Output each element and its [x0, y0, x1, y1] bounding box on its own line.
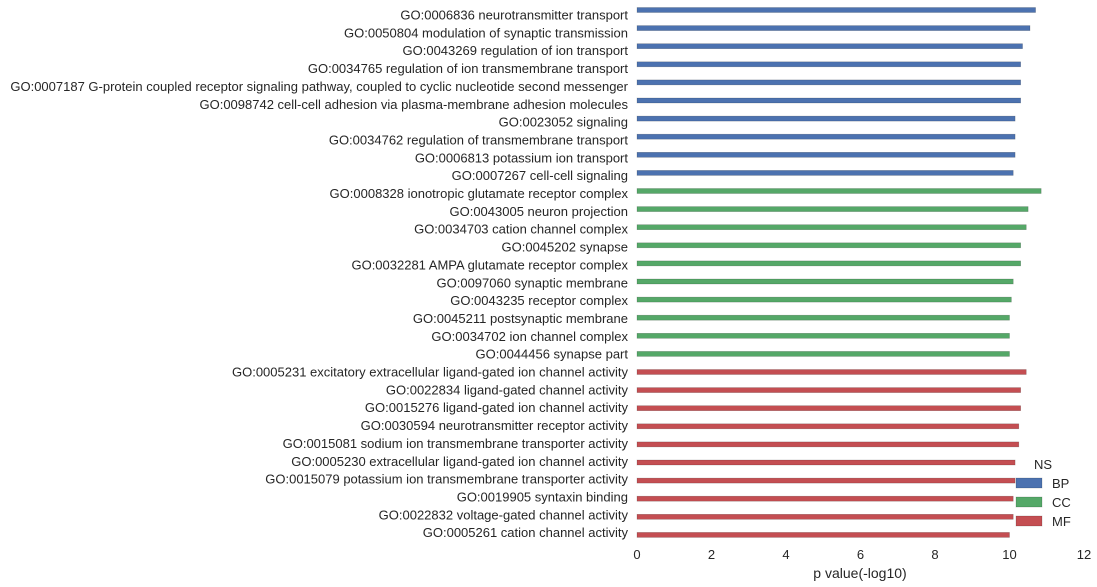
category-label: GO:0023052 signaling: [499, 115, 628, 130]
category-label: GO:0005230 extracellular ligand-gated io…: [291, 454, 628, 469]
bar: [636, 441, 1020, 448]
bar: [636, 405, 1021, 412]
x-tick-label: 2: [708, 547, 715, 562]
x-tick-label: 0: [633, 547, 640, 562]
bar: [636, 513, 1014, 520]
category-label: GO:0015081 sodium ion transmembrane tran…: [283, 436, 629, 451]
bar: [636, 115, 1016, 122]
bar: [636, 152, 1016, 158]
bar: [636, 332, 1010, 339]
category-label: GO:0034702 ion channel complex: [431, 329, 628, 344]
category-label: GO:0098742 cell-cell adhesion via plasma…: [199, 97, 628, 112]
category-label: GO:0007267 cell-cell signaling: [452, 168, 628, 183]
bars-layer: [636, 7, 1042, 538]
category-label: GO:0032281 AMPA glutamate receptor compl…: [351, 257, 628, 272]
bar: [636, 97, 1021, 104]
bar: [636, 459, 1016, 466]
x-tick-label: 8: [931, 547, 938, 562]
bar: [636, 188, 1042, 194]
x-tick-label: 4: [782, 547, 789, 562]
category-label: GO:0022832 voltage-gated channel activit…: [379, 507, 629, 522]
legend-entry-label: CC: [1052, 495, 1071, 510]
bar: [636, 242, 1021, 249]
x-axis: 0 2 4 6 8 10 12: [633, 547, 1091, 562]
category-label: GO:0007187 G-protein coupled receptor si…: [10, 79, 628, 94]
bar: [636, 278, 1014, 285]
category-label: GO:0044456 synapse part: [476, 347, 629, 362]
bar: [636, 477, 1016, 484]
category-labels: GO:0006836 neurotransmitter transport GO:…: [10, 8, 628, 541]
category-label: GO:0030594 neurotransmitter receptor act…: [361, 418, 629, 433]
bar: [636, 351, 1010, 357]
category-label: GO:0043269 regulation of ion transport: [403, 43, 629, 58]
category-label: GO:0006813 potassium ion transport: [415, 150, 629, 165]
legend-entry-label: BP: [1052, 476, 1069, 491]
category-label: GO:0097060 synaptic membrane: [437, 275, 629, 290]
bar: [636, 224, 1027, 230]
bar: [636, 170, 1014, 176]
category-label: GO:0050804 modulation of synaptic transm…: [344, 25, 628, 40]
bar: [636, 495, 1014, 502]
bar: [636, 260, 1021, 267]
category-label: GO:0045211 postsynaptic membrane: [413, 311, 628, 326]
bar: [636, 61, 1021, 68]
category-label: GO:0008328 ionotropic glutamate receptor…: [330, 186, 629, 201]
bar: [636, 7, 1036, 13]
category-label: GO:0043235 receptor complex: [450, 293, 628, 308]
category-label: GO:0022834 ligand-gated channel activity: [386, 382, 629, 397]
bar: [636, 296, 1012, 303]
x-axis-label: p value(-log10): [813, 565, 906, 581]
category-label: GO:0006836 neurotransmitter transport: [400, 8, 628, 23]
bar: [636, 369, 1027, 375]
legend-title: NS: [1034, 457, 1052, 472]
category-label: GO:0043005 neuron projection: [449, 204, 628, 219]
legend-swatch: [1015, 477, 1043, 489]
category-label: GO:0034762 regulation of transmembrane t…: [329, 132, 629, 147]
x-tick-label: 12: [1077, 547, 1091, 562]
bar: [636, 206, 1029, 212]
bar: [636, 387, 1021, 393]
x-tick-label: 10: [1002, 547, 1016, 562]
category-label: GO:0015079 potassium ion transmembrane t…: [265, 472, 628, 487]
category-label: GO:0045202 synapse: [502, 240, 628, 255]
bar: [636, 314, 1010, 321]
category-label: GO:0005231 excitatory extracellular liga…: [232, 365, 629, 380]
bar: [636, 423, 1020, 430]
bar: [636, 25, 1031, 31]
legend-swatch: [1015, 496, 1043, 508]
bar: [636, 133, 1016, 140]
bar: [636, 532, 1010, 538]
x-tick-label: 6: [857, 547, 864, 562]
category-label: GO:0005261 cation channel activity: [423, 525, 629, 540]
category-label: GO:0015276 ligand-gated ion channel acti…: [365, 400, 629, 415]
bar: [636, 43, 1023, 50]
legend-entry-label: MF: [1052, 514, 1071, 529]
legend-swatch: [1015, 515, 1043, 527]
bar: [636, 79, 1021, 86]
category-label: GO:0034703 cation channel complex: [414, 222, 628, 237]
category-label: GO:0034765 regulation of ion transmembra…: [308, 61, 629, 76]
category-label: GO:0019905 syntaxin binding: [457, 489, 628, 504]
